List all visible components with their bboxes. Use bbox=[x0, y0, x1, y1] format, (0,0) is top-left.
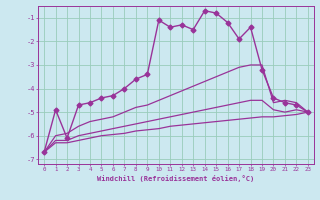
X-axis label: Windchill (Refroidissement éolien,°C): Windchill (Refroidissement éolien,°C) bbox=[97, 175, 255, 182]
